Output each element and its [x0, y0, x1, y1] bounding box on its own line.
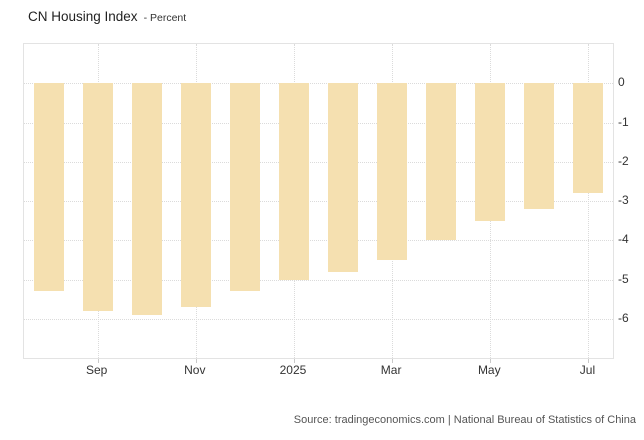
y-gridline — [24, 161, 613, 163]
y-gridline — [24, 279, 613, 281]
bar-dec-2024[interactable] — [229, 83, 260, 292]
bar-may-2025[interactable] — [475, 83, 506, 221]
y-gridline — [24, 201, 613, 202]
x-axis-label: Nov — [184, 363, 206, 377]
bar-jan-2025[interactable] — [278, 83, 309, 280]
bar-apr-2025[interactable] — [426, 83, 457, 241]
x-axis-tick — [392, 359, 394, 363]
x-axis-tick — [195, 359, 197, 363]
bar-mar-2025[interactable] — [377, 83, 408, 260]
y-axis-label: -2 — [618, 153, 629, 168]
x-axis-label: Mar — [380, 363, 402, 377]
x-axis-tick — [97, 359, 99, 363]
x-axis-tick — [293, 359, 295, 363]
x-axis-label: Jul — [579, 363, 596, 377]
bar-aug-2024[interactable] — [33, 83, 64, 292]
bar-nov-2024[interactable] — [180, 83, 211, 307]
y-axis-label: -4 — [618, 232, 629, 247]
source-attribution: Source: tradingeconomics.com | National … — [293, 414, 636, 426]
bar-feb-2025[interactable] — [328, 83, 359, 272]
bar-oct-2024[interactable] — [131, 83, 162, 315]
x-axis-tick — [490, 359, 492, 363]
y-gridline — [24, 122, 613, 124]
bar-jun-2025[interactable] — [524, 83, 555, 209]
x-axis-tick — [588, 359, 590, 363]
x-gridline — [588, 44, 590, 358]
chart-subtitle: - Percent — [143, 12, 187, 24]
y-gridline — [24, 240, 613, 242]
bar-sep-2024[interactable] — [82, 83, 113, 311]
y-axis-label: 0 — [618, 75, 625, 90]
x-axis-label: 2025 — [279, 363, 307, 377]
x-axis-label: May — [477, 363, 501, 377]
y-axis-label: -5 — [618, 271, 629, 286]
y-axis-label: -3 — [618, 193, 629, 207]
y-gridline — [24, 318, 613, 320]
y-gridline — [24, 83, 613, 85]
bar-jul-2025[interactable] — [573, 83, 604, 194]
y-axis-label: -6 — [618, 310, 629, 325]
chart-title: CN Housing Index — [28, 9, 138, 24]
plot-area — [23, 43, 614, 363]
chart-title-bar: CN Housing Index - Percent — [28, 8, 186, 26]
y-axis-label: -1 — [618, 114, 629, 129]
x-axis-label: Sep — [85, 363, 108, 377]
